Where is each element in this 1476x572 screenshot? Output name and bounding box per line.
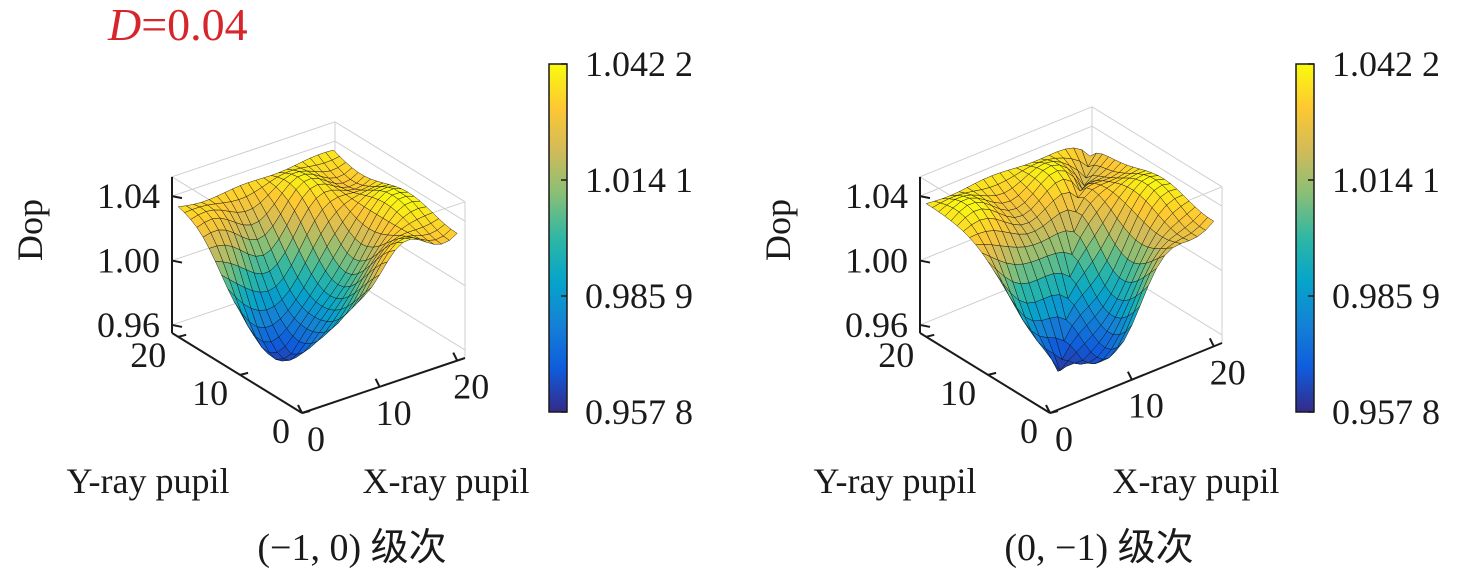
y-axis-line (171, 332, 303, 414)
x-tick-label: 0 (307, 419, 325, 459)
x-tick (374, 378, 381, 388)
y-axis-label: Y-ray pupil (67, 461, 230, 501)
z-tick-label: 0.96 (97, 305, 160, 345)
box-edge (1091, 106, 1223, 188)
x-axis-label: X-ray pupil (363, 461, 530, 501)
colorbar-tick-label: 1.014 1 (585, 160, 693, 200)
y-tick (301, 410, 311, 414)
figure-label-value: =0.04 (141, 0, 248, 50)
x-tick (297, 404, 303, 414)
x-tick-label: 20 (1210, 352, 1246, 392)
y-tick (177, 333, 187, 338)
surface (925, 147, 1215, 372)
z-tick-label: 0.96 (845, 305, 908, 345)
y-tick-label: 20 (878, 335, 914, 375)
z-tick-label: 1.00 (845, 241, 908, 281)
axis-lines (919, 176, 1223, 414)
y-tick-label: 20 (130, 335, 166, 375)
colorbar-tick-label: 0.985 9 (585, 276, 693, 316)
panel-caption: (−1, 0) 级次 (257, 527, 446, 569)
y-tick (987, 371, 997, 376)
z-tick (919, 259, 931, 264)
x-tick-label: 0 (1055, 419, 1073, 459)
x-tick (1127, 371, 1133, 381)
z-gridline (919, 125, 1223, 207)
y-tick-label: 10 (940, 373, 976, 413)
x-axis-line (1049, 342, 1223, 414)
z-tick-label: 1.04 (97, 176, 160, 216)
x-axis-label: X-ray pupil (1113, 461, 1280, 501)
x-tick-label: 10 (1128, 386, 1164, 426)
panel-caption: (0, −1) 级次 (1004, 527, 1193, 569)
z-tick (171, 323, 183, 328)
y-tick (239, 371, 249, 376)
figure-label-var: D (108, 0, 142, 50)
z-axis-label: Dop (10, 199, 50, 261)
box-edge (171, 121, 336, 178)
y-tick-label: 10 (192, 373, 228, 413)
z-tick-label: 1.00 (97, 241, 160, 281)
y-tick-label: 0 (1020, 411, 1038, 451)
surface (177, 149, 458, 362)
x-axis-line (301, 357, 466, 414)
x-tick-label: 20 (453, 367, 489, 407)
x-tick (452, 352, 459, 362)
colorbar-tick-label: 0.957 8 (1332, 392, 1440, 432)
box-edge (334, 121, 466, 203)
box-edge (919, 106, 1093, 178)
z-tick (171, 195, 183, 200)
y-tick-label: 0 (272, 411, 290, 451)
z-tick (919, 195, 931, 200)
x-tick-label: 10 (376, 393, 412, 433)
z-tick-label: 1.04 (845, 176, 908, 216)
y-tick (1049, 410, 1059, 414)
axis-lines (171, 176, 466, 414)
x-tick (1045, 404, 1051, 414)
z-gridline (171, 140, 466, 222)
y-axis-label: Y-ray pupil (814, 461, 977, 501)
colorbar (548, 63, 568, 413)
z-axis-label: Dop (758, 199, 798, 261)
figure-label: D=0.04 (108, 2, 248, 48)
colorbar-tick-label: 0.985 9 (1332, 276, 1440, 316)
x-tick (1208, 337, 1215, 347)
z-tick (171, 259, 183, 264)
z-tick (919, 323, 931, 328)
colorbar-tick-label: 1.014 1 (1332, 160, 1440, 200)
surface-cell (1081, 149, 1097, 168)
colorbar (1295, 63, 1315, 413)
surface-cell (325, 149, 340, 161)
y-axis-line (919, 332, 1051, 414)
colorbar-tick-label: 1.042 2 (585, 44, 693, 84)
y-tick (925, 333, 935, 338)
colorbar-tick-label: 1.042 2 (1332, 44, 1440, 84)
colorbar-tick-label: 0.957 8 (585, 392, 693, 432)
